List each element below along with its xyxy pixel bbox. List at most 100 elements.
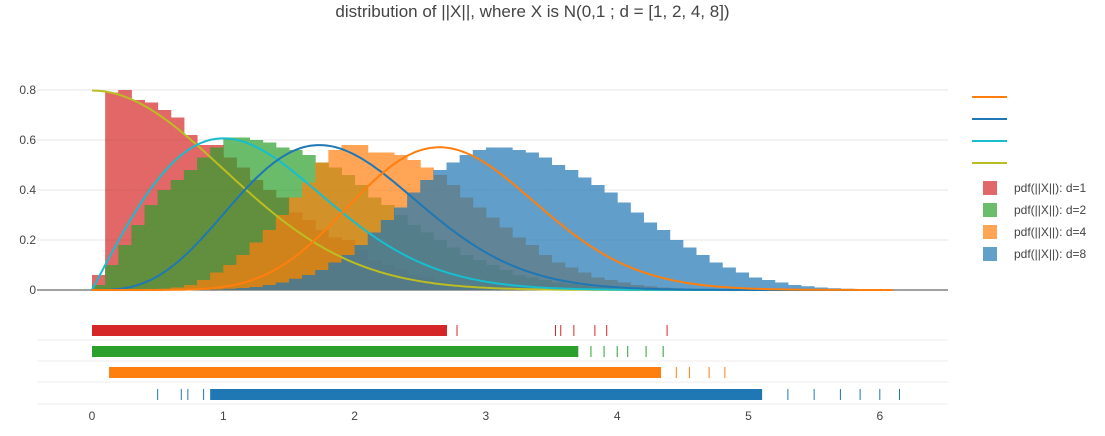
histogram-bar (131, 225, 146, 290)
histogram-bar (144, 205, 159, 290)
histogram-bar (630, 212, 644, 290)
histogram-bar (92, 285, 106, 290)
legend-swatch (983, 225, 997, 239)
histogram-bar (105, 265, 119, 290)
x-tick-label: 6 (876, 409, 883, 423)
histogram-bar (748, 277, 763, 290)
histogram-bar (564, 170, 579, 290)
histogram-bar (774, 282, 789, 290)
histogram-bar (302, 275, 316, 290)
histogram-bar (210, 289, 224, 290)
histogram-bar (197, 157, 211, 290)
histogram-bar (761, 280, 776, 290)
histogram-bar (288, 278, 303, 290)
y-tick-label: 0.8 (19, 83, 36, 97)
histogram-bar (157, 190, 172, 290)
histogram-bar (538, 157, 553, 290)
histogram-bar (275, 282, 290, 290)
histogram-bar (328, 262, 342, 290)
x-tick-label: 1 (220, 409, 227, 423)
histogram-bar (446, 162, 461, 290)
histogram-bar (118, 90, 132, 290)
histogram-bar (262, 230, 277, 290)
histogram-bar (735, 272, 749, 290)
legend-swatch (983, 247, 997, 261)
histogram-bar (814, 287, 828, 290)
y-tick-label: 0.6 (19, 133, 36, 147)
histogram-bar (288, 197, 303, 290)
histogram-bar (223, 288, 237, 290)
histogram-bar (275, 215, 290, 290)
histogram-bar (197, 280, 211, 290)
histogram-bar (170, 287, 185, 290)
histogram-bar (210, 147, 224, 290)
x-tick-label: 5 (745, 409, 752, 423)
legend-label: pdf(||X||): d=8 (1014, 247, 1086, 261)
histogram-bar (236, 288, 251, 290)
histogram-bar (105, 92, 119, 290)
pdf-curve (92, 146, 893, 291)
histogram-bar (656, 230, 671, 290)
histogram-bar (472, 150, 487, 290)
histogram-bar (669, 240, 684, 290)
chart-title: distribution of ||X||, where X is N(0,1 … (335, 2, 730, 21)
y-tick-label: 0.2 (19, 233, 36, 247)
histogram-bar (249, 242, 264, 290)
histogram-bar (367, 232, 382, 290)
x-tick-label: 2 (351, 409, 358, 423)
histogram-bar (315, 162, 329, 290)
histogram-bar (709, 262, 723, 290)
y-tick-label: 0.4 (19, 183, 36, 197)
histogram-bar (722, 267, 736, 290)
legend-label: pdf(||X||): d=1 (1014, 181, 1086, 195)
pdf-curve (92, 144, 893, 291)
histogram-bar (315, 270, 329, 290)
histogram-bar (354, 245, 369, 290)
histogram-bar (341, 255, 356, 290)
histogram-bar (380, 220, 395, 290)
histogram-bar (183, 285, 198, 290)
histogram-bar (420, 180, 434, 290)
histogram-bar (551, 165, 566, 290)
x-tick-label: 4 (614, 409, 621, 423)
histogram-bar (617, 202, 631, 290)
legend-swatch (983, 181, 997, 195)
histogram-bar (433, 170, 448, 290)
rug-band (109, 367, 661, 378)
legend-label: pdf(||X||): d=2 (1014, 203, 1086, 217)
histogram-bar (210, 272, 224, 290)
histogram-bar (223, 265, 237, 290)
histogram-bar (590, 185, 605, 290)
x-tick-label: 3 (483, 409, 490, 423)
histogram-bar (643, 222, 658, 290)
histogram-bar (262, 285, 277, 290)
histogram-bar (604, 192, 618, 290)
histogram-bar (801, 286, 815, 290)
rug-band (210, 389, 762, 400)
legend-label: pdf(||X||): d=4 (1014, 225, 1086, 239)
rug-band (92, 346, 578, 357)
histogram-bar (577, 177, 592, 290)
histogram-bar (236, 137, 251, 290)
histogram-bar (183, 170, 198, 290)
histogram-bar (695, 255, 710, 290)
histogram-bar (249, 287, 264, 290)
histogram-bar (682, 247, 697, 290)
histogram-bar (407, 192, 421, 290)
x-tick-label: 0 (89, 409, 96, 423)
y-tick-label: 0 (29, 283, 36, 297)
legend-swatch (983, 203, 997, 217)
histogram-4 (210, 147, 881, 290)
histogram-bar (459, 155, 474, 290)
histogram-bar (302, 182, 316, 290)
histogram-bar (118, 245, 132, 290)
histogram-bar (223, 137, 237, 290)
histogram-bar (525, 152, 539, 290)
histogram-bar (170, 180, 185, 290)
histogram-bar (787, 285, 802, 290)
rug-band (92, 325, 447, 336)
histogram-bar (393, 207, 408, 290)
histogram-bar (499, 147, 513, 290)
